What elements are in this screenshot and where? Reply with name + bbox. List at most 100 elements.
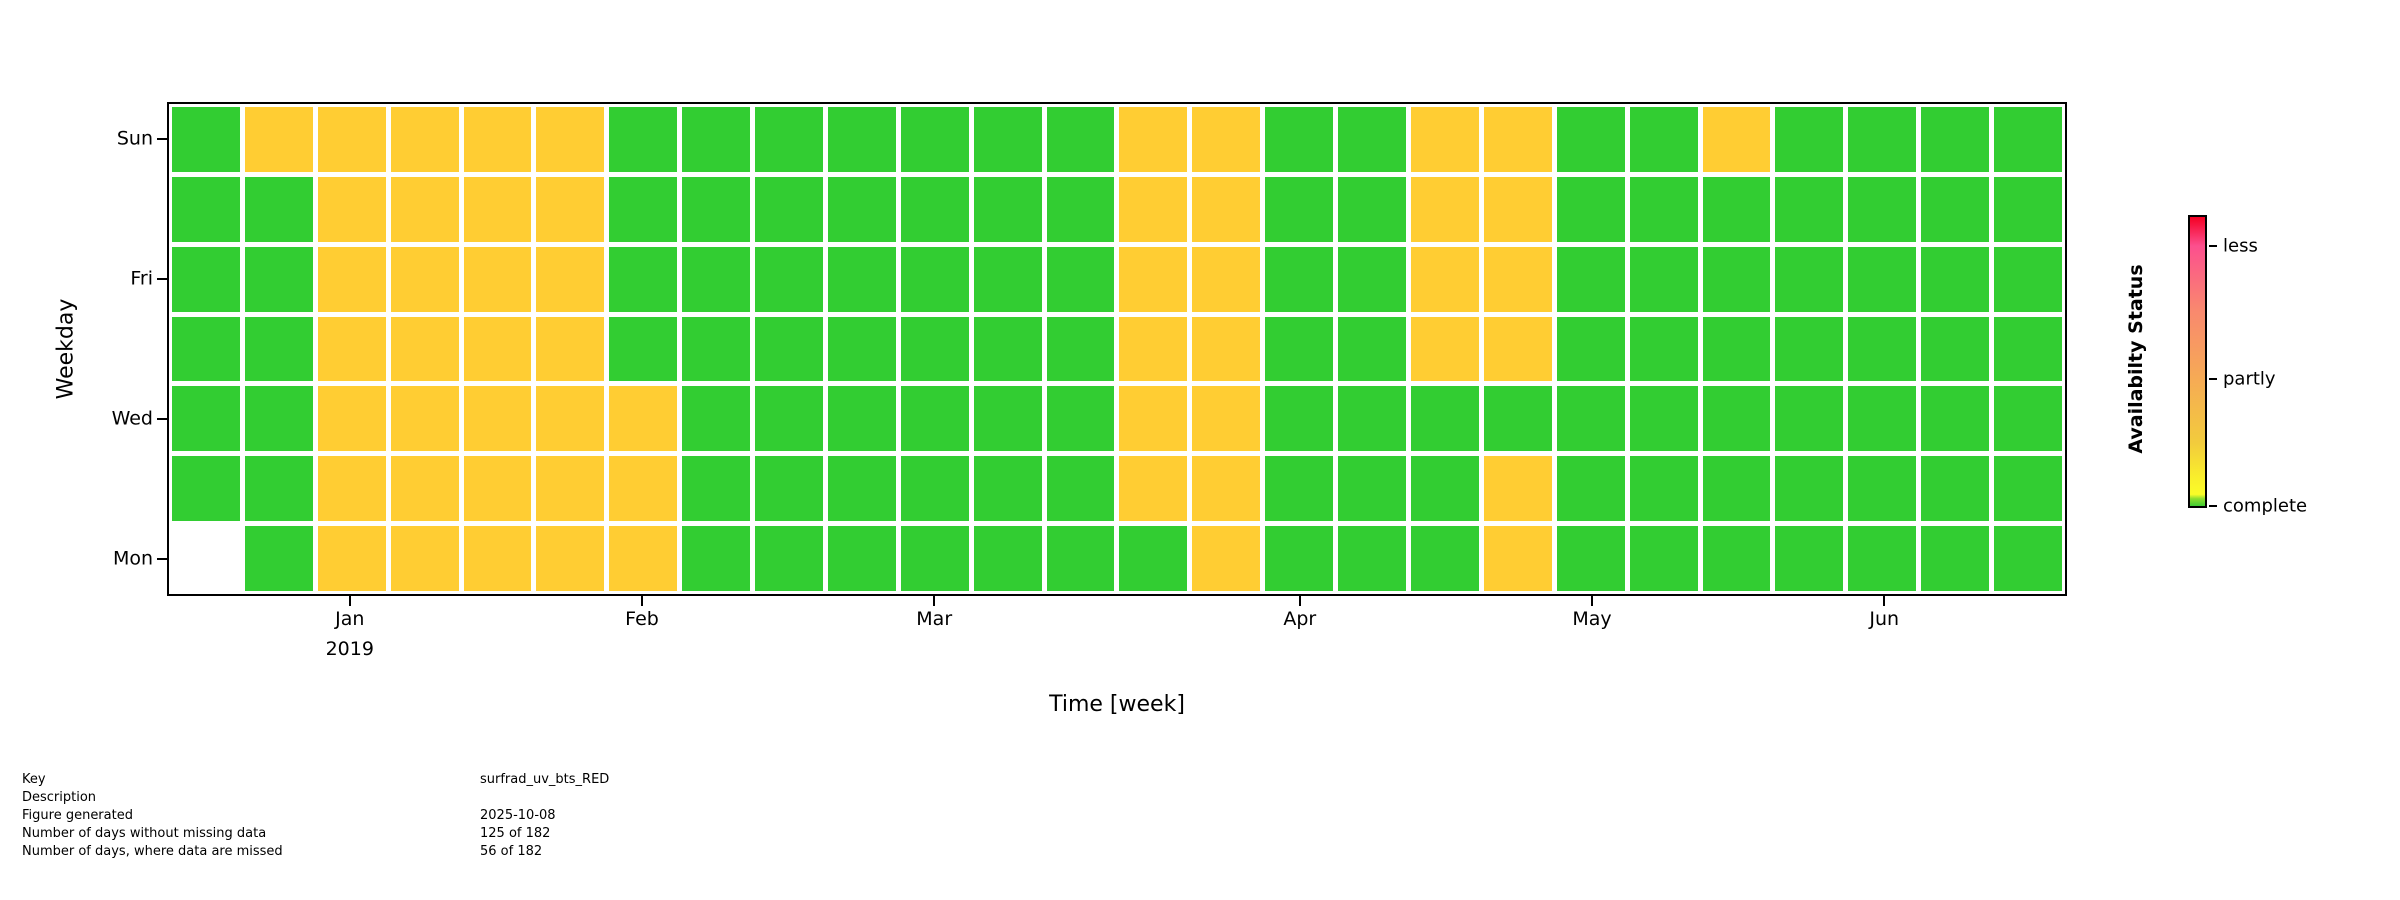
cell-week18-sat — [1411, 176, 1479, 242]
cell-week17-mon — [1338, 526, 1407, 591]
cell-week7-sat — [609, 176, 678, 242]
cell-week8-sun — [682, 107, 751, 172]
cell-week11-thu — [900, 316, 969, 382]
x-tick-mark-apr — [1298, 596, 1301, 606]
cell-week6-sun — [536, 107, 605, 172]
cell-week10-wed — [827, 386, 896, 452]
cell-week2-fri — [244, 246, 313, 312]
cell-week2-sun — [244, 107, 313, 172]
x-tick-mark-jun — [1883, 596, 1886, 606]
metadata-row-2: Figure generated 2025-10-08 — [22, 807, 556, 825]
cell-week22-sat — [1702, 176, 1771, 242]
cell-week13-sat — [1046, 176, 1115, 242]
metadata-label: Description — [22, 790, 97, 805]
cell-week13-mon — [1046, 526, 1115, 591]
colorbar-tick-label-less: less — [2223, 235, 2258, 257]
y-tick-mark-fri — [157, 277, 167, 280]
cell-week22-thu — [1702, 316, 1771, 382]
cell-week4-wed — [390, 386, 459, 452]
cell-week6-thu — [536, 316, 605, 382]
cell-week2-tue — [244, 456, 313, 522]
cell-week8-mon — [682, 526, 751, 591]
cell-week7-sun — [609, 107, 678, 172]
cell-week3-fri — [317, 246, 386, 312]
cell-week12-sun — [973, 107, 1042, 172]
heatmap-grid — [172, 107, 2062, 591]
cell-week5-wed — [463, 386, 532, 452]
cell-week11-sat — [900, 176, 969, 242]
cell-week14-wed — [1119, 386, 1188, 452]
x-tick-label-mar: Mar — [916, 608, 953, 630]
cell-week11-fri — [900, 246, 969, 312]
y-tick-mark-wed — [157, 418, 167, 421]
cell-week20-thu — [1556, 316, 1625, 382]
cell-week15-thu — [1192, 316, 1261, 382]
y-tick-mark-sun — [157, 137, 167, 140]
cell-week3-sat — [317, 176, 386, 242]
cell-week21-fri — [1629, 246, 1698, 312]
cell-week1-mon — [172, 526, 240, 591]
cell-week3-thu — [317, 316, 386, 382]
cell-week10-thu — [827, 316, 896, 382]
cell-week8-fri — [682, 246, 751, 312]
cell-week10-mon — [827, 526, 896, 591]
cell-week24-mon — [1848, 526, 1917, 591]
cell-week22-mon — [1702, 526, 1771, 591]
cell-week20-mon — [1556, 526, 1625, 591]
cell-week4-sat — [390, 176, 459, 242]
cell-week3-wed — [317, 386, 386, 452]
cell-week24-sat — [1848, 176, 1917, 242]
cell-week19-wed — [1483, 386, 1552, 452]
cell-week17-sun — [1338, 107, 1407, 172]
cell-week16-mon — [1265, 526, 1334, 591]
cell-week13-tue — [1046, 456, 1115, 522]
cell-week18-fri — [1411, 246, 1479, 312]
cell-week7-tue — [609, 456, 678, 522]
cell-week8-thu — [682, 316, 751, 382]
x-tick-label-may: May — [1572, 608, 1612, 630]
y-tick-label-wed: Wed — [111, 407, 153, 430]
cell-week17-tue — [1338, 456, 1407, 522]
cell-week7-wed — [609, 386, 678, 452]
metadata-label: Figure generated — [22, 808, 133, 823]
x-tick-label-apr: Apr — [1283, 608, 1317, 630]
colorbar-tick-mark-complete — [2209, 505, 2217, 507]
cell-week16-thu — [1265, 316, 1334, 382]
cell-week26-sat — [1994, 176, 2062, 242]
x-tick-label-jan: Jan — [335, 608, 365, 630]
cell-week11-tue — [900, 456, 969, 522]
cell-week14-mon — [1119, 526, 1188, 591]
cell-week15-wed — [1192, 386, 1261, 452]
y-tick-label-sun: Sun — [116, 127, 153, 150]
cell-week7-fri — [609, 246, 678, 312]
x-axis-ticks: Jan 2019 Feb Mar Apr May Jun — [167, 596, 2067, 666]
cell-week13-fri — [1046, 246, 1115, 312]
metadata-label: Number of days, where data are missed — [22, 844, 283, 859]
cell-week25-fri — [1921, 246, 1990, 312]
x-tick-mark-jan — [348, 596, 351, 606]
cell-week21-sat — [1629, 176, 1698, 242]
cell-week21-sun — [1629, 107, 1698, 172]
x-tick-label-feb: Feb — [625, 608, 659, 630]
metadata-row-0: Key surfrad_uv_bts_RED — [22, 771, 609, 789]
cell-week17-fri — [1338, 246, 1407, 312]
cell-week17-sat — [1338, 176, 1407, 242]
cell-week24-wed — [1848, 386, 1917, 452]
metadata-row-1: Description — [22, 789, 283, 807]
y-tick-mark-mon — [157, 558, 167, 560]
cell-week9-sun — [755, 107, 823, 172]
colorbar-tick-label-partly: partly — [2223, 368, 2276, 390]
cell-week6-fri — [536, 246, 605, 312]
cell-week14-sun — [1119, 107, 1188, 172]
cell-week12-wed — [973, 386, 1042, 452]
metadata-label: Number of days without missing data — [22, 826, 267, 841]
cell-week19-sat — [1483, 176, 1552, 242]
colorbar-tick-mark-less — [2209, 244, 2217, 247]
cell-week25-sun — [1921, 107, 1990, 172]
cell-week23-mon — [1775, 526, 1844, 591]
cell-week5-tue — [463, 456, 532, 522]
cell-week11-mon — [900, 526, 969, 591]
metadata-value: 125 of 182 — [480, 826, 551, 841]
cell-week1-wed — [172, 386, 240, 452]
cell-week13-thu — [1046, 316, 1115, 382]
